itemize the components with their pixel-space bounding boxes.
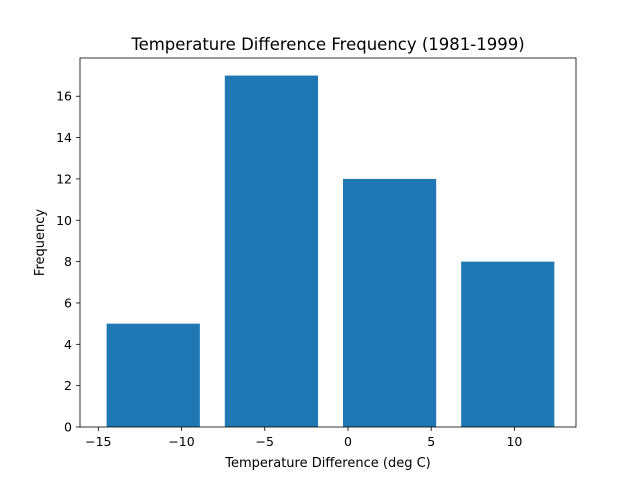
bars: [106, 75, 555, 428]
x-tick-label: −5: [256, 434, 274, 449]
y-tick-label: 12: [56, 171, 72, 186]
bar-2: [224, 75, 319, 428]
x-tick-label: −10: [168, 434, 194, 449]
y-tick-label: 16: [56, 89, 72, 104]
bar-1: [106, 323, 200, 427]
x-tick-label: 0: [344, 434, 352, 449]
y-tick-label: 10: [56, 213, 72, 228]
x-axis-ticks: −15 −10 −5 0 5 10: [85, 427, 522, 449]
y-axis-label: Frequency: [33, 209, 48, 276]
bar-3: [342, 178, 437, 427]
bar-4: [461, 261, 555, 427]
y-tick-label: 2: [64, 378, 72, 393]
y-tick-label: 6: [64, 295, 72, 310]
y-tick-label: 0: [64, 420, 72, 435]
y-tick-label: 14: [56, 130, 72, 145]
x-tick-label: −15: [85, 434, 111, 449]
chart-title: Temperature Difference Frequency (1981-1…: [130, 35, 524, 54]
x-axis-label: Temperature Difference (deg C): [224, 456, 431, 471]
y-tick-label: 8: [64, 254, 72, 269]
plot-frame: [79, 57, 577, 428]
x-tick-label: 5: [427, 434, 435, 449]
y-tick-label: 4: [64, 337, 72, 352]
y-axis-ticks: 0 2 4 6 8 10 12 14 16: [56, 89, 80, 435]
x-tick-label: 10: [506, 434, 522, 449]
